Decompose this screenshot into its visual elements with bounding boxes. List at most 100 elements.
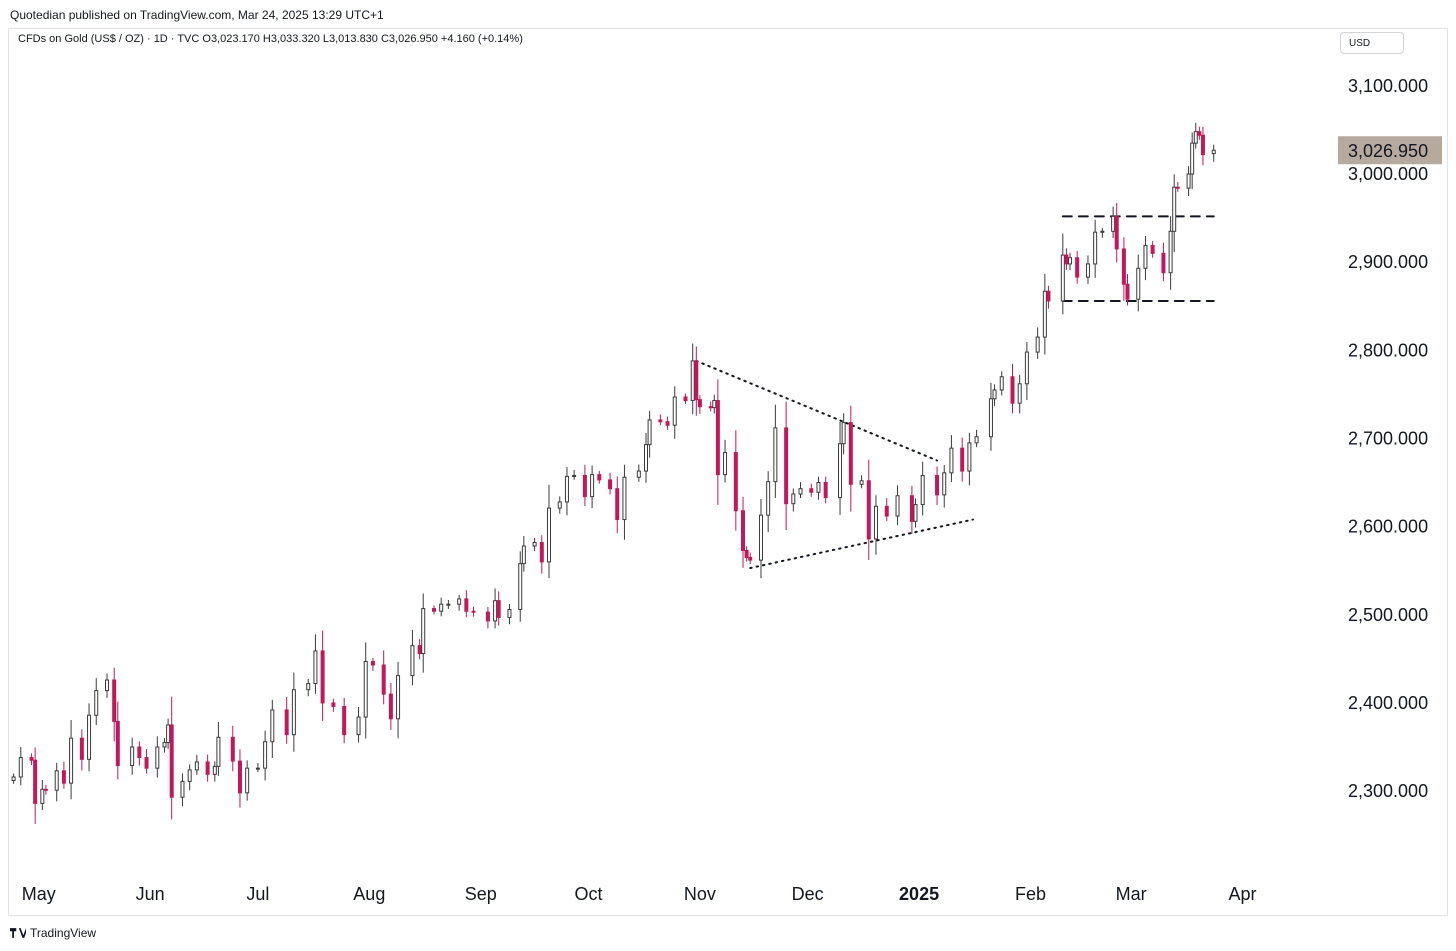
- candle[interactable]: [396, 661, 401, 739]
- candle[interactable]: [230, 725, 235, 772]
- candle[interactable]: [999, 371, 1004, 396]
- candle[interactable]: [1190, 132, 1195, 190]
- candle[interactable]: [723, 439, 728, 483]
- candle[interactable]: [960, 437, 965, 482]
- candle[interactable]: [388, 683, 393, 730]
- candle[interactable]: [162, 738, 167, 753]
- candle[interactable]: [155, 736, 160, 778]
- candle[interactable]: [169, 696, 174, 820]
- candle[interactable]: [744, 546, 749, 562]
- candle[interactable]: [708, 401, 713, 412]
- candle[interactable]: [748, 552, 753, 565]
- candle[interactable]: [564, 467, 569, 516]
- candle[interactable]: [306, 678, 311, 697]
- candle[interactable]: [1168, 216, 1173, 290]
- candle[interactable]: [87, 703, 92, 772]
- candle[interactable]: [1035, 327, 1040, 359]
- candle[interactable]: [130, 737, 135, 775]
- candle[interactable]: [356, 706, 361, 743]
- candle[interactable]: [733, 430, 738, 531]
- candle[interactable]: [43, 784, 48, 795]
- footer-brand[interactable]: TradingView: [10, 926, 96, 940]
- candle[interactable]: [992, 384, 997, 406]
- candle[interactable]: [493, 588, 498, 629]
- candle[interactable]: [798, 482, 803, 499]
- candle[interactable]: [40, 779, 45, 810]
- candle[interactable]: [1193, 122, 1198, 149]
- candle[interactable]: [144, 749, 149, 774]
- candle[interactable]: [212, 761, 217, 782]
- currency-selector[interactable]: USD: [1340, 32, 1404, 54]
- candle[interactable]: [69, 720, 74, 800]
- candle[interactable]: [1060, 233, 1065, 315]
- candle[interactable]: [1042, 273, 1047, 355]
- candle[interactable]: [823, 476, 828, 504]
- candle[interactable]: [11, 773, 16, 784]
- candle[interactable]: [816, 476, 821, 500]
- candle[interactable]: [1186, 166, 1191, 197]
- trendline-dotted[interactable]: [749, 518, 974, 570]
- candle[interactable]: [942, 464, 947, 508]
- candle[interactable]: [18, 746, 23, 786]
- candle[interactable]: [363, 642, 368, 739]
- candle[interactable]: [237, 749, 242, 808]
- candle[interactable]: [758, 499, 763, 579]
- candle[interactable]: [313, 634, 318, 694]
- candle[interactable]: [866, 459, 871, 561]
- candle[interactable]: [597, 470, 602, 484]
- candle[interactable]: [115, 701, 120, 780]
- candle[interactable]: [1068, 252, 1072, 271]
- candle[interactable]: [884, 498, 889, 522]
- candle[interactable]: [137, 741, 142, 766]
- candle[interactable]: [381, 650, 386, 705]
- candle[interactable]: [949, 435, 954, 482]
- candle[interactable]: [557, 496, 562, 514]
- candle[interactable]: [205, 754, 210, 782]
- candle[interactable]: [521, 535, 526, 572]
- candle[interactable]: [683, 393, 688, 404]
- candle[interactable]: [432, 605, 436, 615]
- candle[interactable]: [464, 590, 469, 618]
- candle[interactable]: [572, 469, 577, 480]
- candle[interactable]: [446, 599, 451, 609]
- candle[interactable]: [1075, 251, 1080, 284]
- candle[interactable]: [471, 606, 476, 617]
- candle[interactable]: [1010, 363, 1015, 414]
- candle[interactable]: [421, 593, 426, 673]
- candle[interactable]: [1064, 248, 1069, 270]
- candle[interactable]: [245, 760, 250, 801]
- candle[interactable]: [608, 472, 613, 495]
- candle[interactable]: [1125, 274, 1130, 306]
- candle[interactable]: [967, 432, 972, 486]
- candle[interactable]: [665, 416, 670, 430]
- candle[interactable]: [590, 465, 595, 509]
- candle[interactable]: [33, 747, 38, 824]
- candle[interactable]: [1172, 174, 1177, 253]
- candle[interactable]: [194, 754, 199, 775]
- candle[interactable]: [284, 696, 289, 744]
- candle[interactable]: [1136, 254, 1141, 312]
- candle[interactable]: [532, 537, 537, 552]
- candle[interactable]: [920, 461, 925, 516]
- candle[interactable]: [54, 762, 59, 802]
- candle[interactable]: [1017, 374, 1022, 414]
- candle[interactable]: [263, 730, 268, 781]
- candle[interactable]: [859, 475, 864, 489]
- candle[interactable]: [690, 343, 695, 415]
- candle[interactable]: [1150, 241, 1155, 258]
- candle[interactable]: [838, 421, 843, 515]
- candle[interactable]: [848, 405, 853, 512]
- candle[interactable]: [29, 753, 34, 766]
- candle[interactable]: [766, 471, 771, 533]
- candle[interactable]: [291, 672, 296, 752]
- candle[interactable]: [518, 551, 523, 622]
- candle[interactable]: [331, 698, 336, 712]
- candle[interactable]: [647, 410, 652, 458]
- candle[interactable]: [1161, 242, 1166, 282]
- candle[interactable]: [1114, 202, 1119, 263]
- candle[interactable]: [658, 414, 663, 426]
- candle[interactable]: [270, 699, 275, 758]
- candle[interactable]: [913, 498, 918, 528]
- candle[interactable]: [255, 763, 260, 773]
